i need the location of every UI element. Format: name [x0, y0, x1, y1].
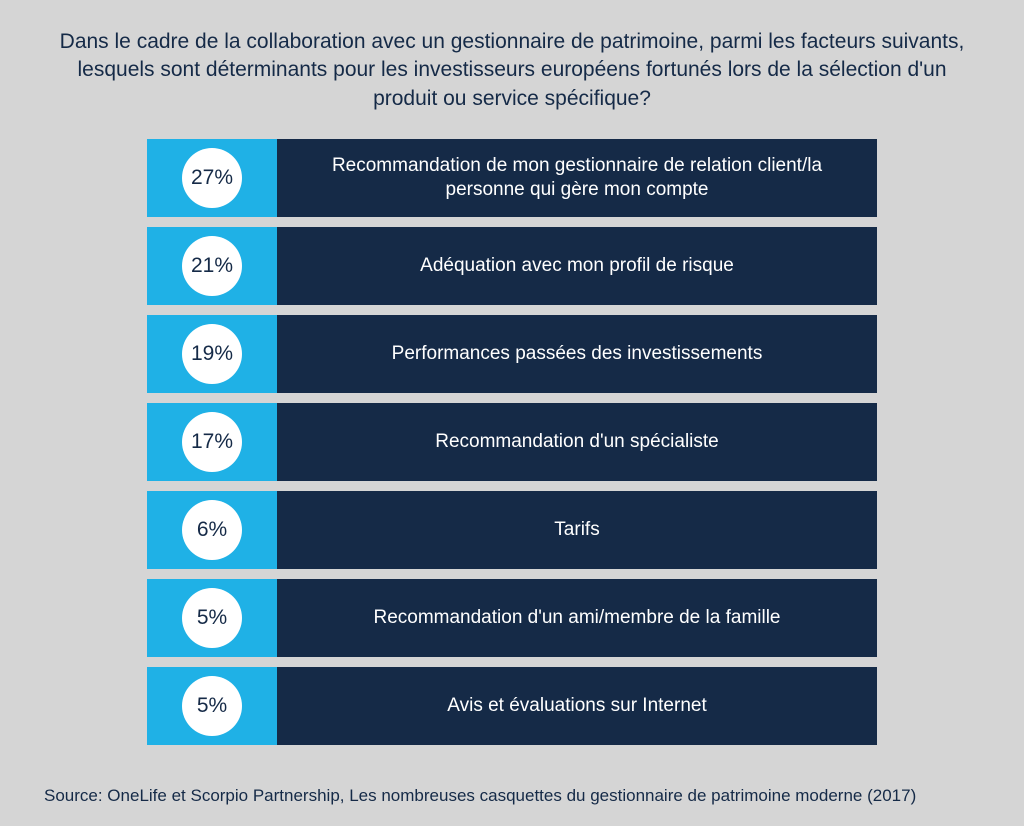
chart-row: 27% Recommandation de mon gestionnaire d…: [147, 139, 877, 217]
row-label: Recommandation de mon gestionnaire de re…: [277, 139, 877, 217]
pct-cell: 6%: [147, 491, 277, 569]
chart-row: 21% Adéquation avec mon profil de risque: [147, 227, 877, 305]
pct-value: 19%: [191, 342, 233, 366]
chart-row: 5% Avis et évaluations sur Internet: [147, 667, 877, 745]
pct-value: 27%: [191, 166, 233, 190]
pct-value: 5%: [197, 694, 227, 718]
pct-circle: 6%: [182, 500, 242, 560]
pct-circle: 27%: [182, 148, 242, 208]
row-label: Adéquation avec mon profil de risque: [277, 227, 877, 305]
row-label: Recommandation d'un ami/membre de la fam…: [277, 579, 877, 657]
row-label: Avis et évaluations sur Internet: [277, 667, 877, 745]
pct-cell: 5%: [147, 667, 277, 745]
chart-canvas: Dans le cadre de la collaboration avec u…: [0, 0, 1024, 826]
row-label: Recommandation d'un spécialiste: [277, 403, 877, 481]
chart-row: 19% Performances passées des investissem…: [147, 315, 877, 393]
pct-value: 5%: [197, 606, 227, 630]
source-text: Source: OneLife et Scorpio Partnership, …: [44, 768, 980, 806]
row-label: Performances passées des investissements: [277, 315, 877, 393]
row-label: Tarifs: [277, 491, 877, 569]
chart-title: Dans le cadre de la collaboration avec u…: [44, 28, 980, 113]
pct-cell: 21%: [147, 227, 277, 305]
chart-row: 5% Recommandation d'un ami/membre de la …: [147, 579, 877, 657]
pct-circle: 19%: [182, 324, 242, 384]
pct-value: 6%: [197, 518, 227, 542]
pct-cell: 5%: [147, 579, 277, 657]
pct-circle: 21%: [182, 236, 242, 296]
chart-rows: 27% Recommandation de mon gestionnaire d…: [44, 139, 980, 745]
pct-cell: 17%: [147, 403, 277, 481]
pct-circle: 5%: [182, 588, 242, 648]
pct-circle: 17%: [182, 412, 242, 472]
pct-cell: 19%: [147, 315, 277, 393]
chart-row: 17% Recommandation d'un spécialiste: [147, 403, 877, 481]
pct-cell: 27%: [147, 139, 277, 217]
pct-value: 21%: [191, 254, 233, 278]
pct-circle: 5%: [182, 676, 242, 736]
pct-value: 17%: [191, 430, 233, 454]
chart-row: 6% Tarifs: [147, 491, 877, 569]
